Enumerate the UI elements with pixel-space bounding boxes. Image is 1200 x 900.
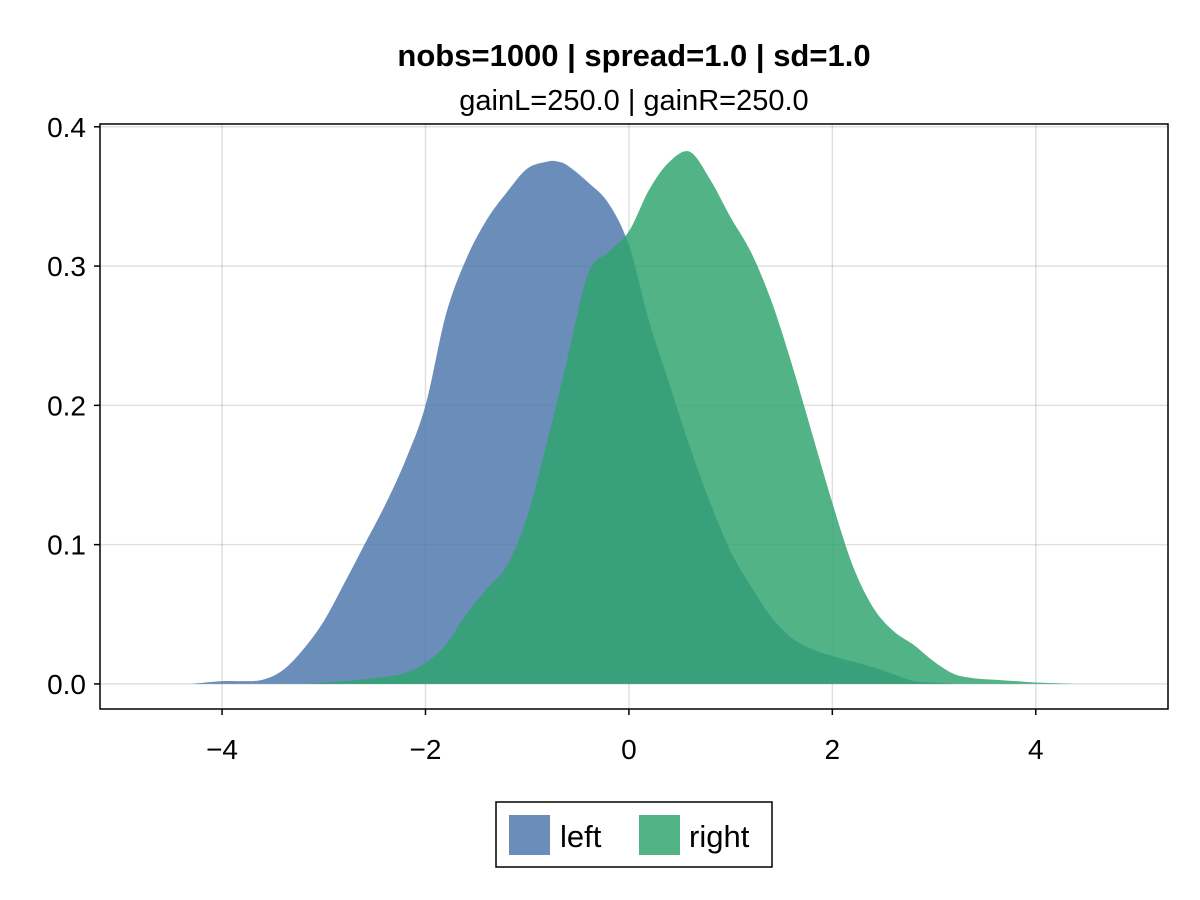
y-tick-label: 0.2 xyxy=(47,390,86,421)
x-tick-label: −4 xyxy=(206,734,238,765)
y-tick-label: 0.1 xyxy=(47,530,86,561)
axes: −4 −2 0 2 4 0.0 0.1 0.2 0.3 0.4 xyxy=(47,112,1043,765)
legend-swatch-left xyxy=(509,815,550,855)
y-tick-label: 0.0 xyxy=(47,669,86,700)
x-tick-label: 2 xyxy=(825,734,841,765)
legend-label-left: left xyxy=(560,819,602,854)
legend: left right xyxy=(495,801,773,868)
density-area-right xyxy=(303,151,1077,684)
chart-subtitle: gainL=250.0 | gainR=250.0 xyxy=(459,85,808,117)
x-tick-label: 0 xyxy=(621,734,637,765)
y-tick-label: 0.3 xyxy=(47,251,86,282)
legend-swatch-right xyxy=(639,815,680,855)
series-layer xyxy=(191,151,1077,684)
y-tick-label: 0.4 xyxy=(47,112,86,143)
plot-frame xyxy=(99,123,1169,710)
x-tick-label: 4 xyxy=(1028,734,1044,765)
x-tick-label: −2 xyxy=(410,734,442,765)
legend-label-right: right xyxy=(689,819,750,854)
chart-title: nobs=1000 | spread=1.0 | sd=1.0 xyxy=(397,38,870,73)
